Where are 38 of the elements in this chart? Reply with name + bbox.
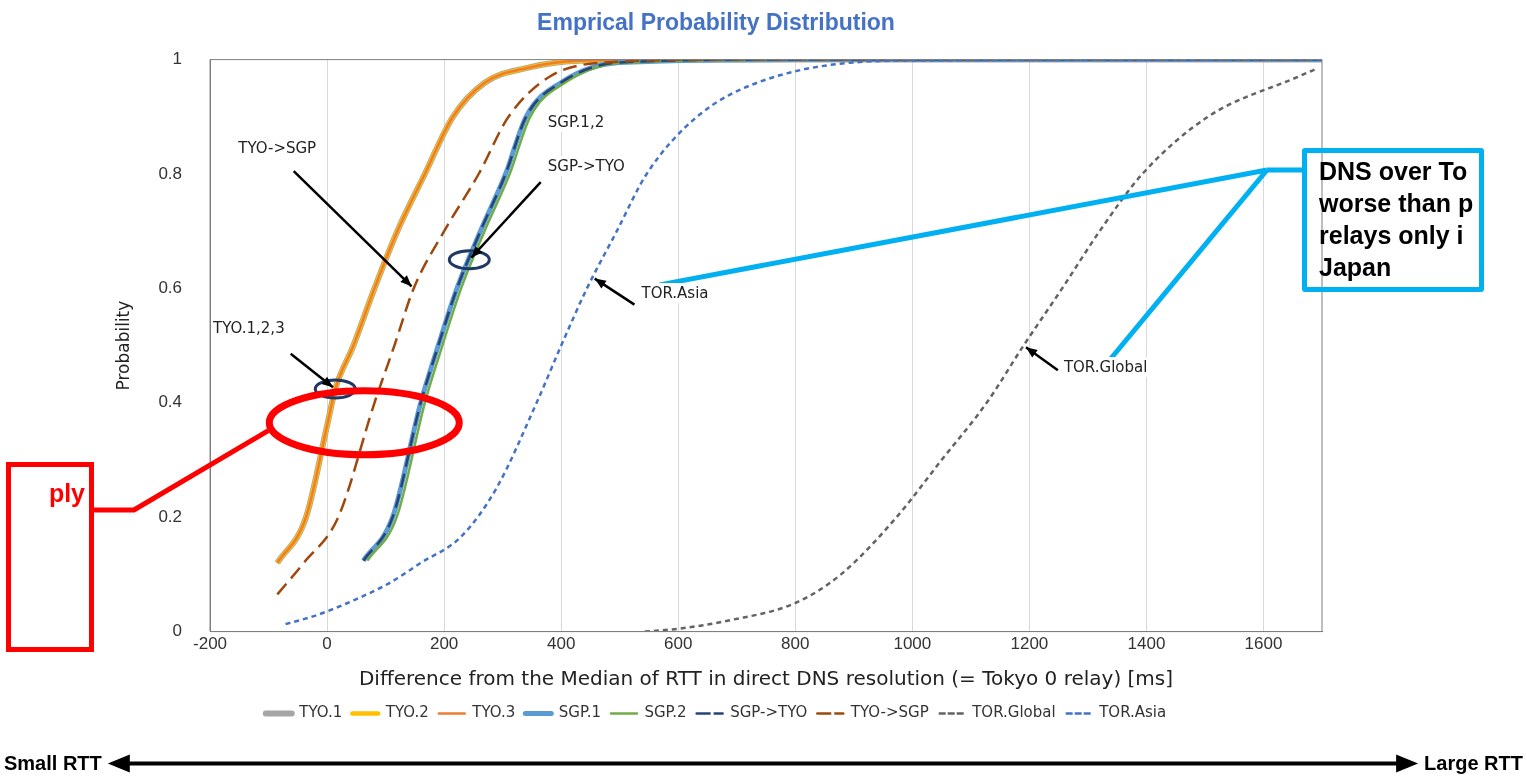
annotation: SGP->TYO — [545, 155, 627, 176]
y-tick-label: 1 — [172, 49, 183, 69]
y-tick-label: 0.6 — [158, 278, 183, 298]
text: Large RTT — [1424, 752, 1523, 775]
x-tick-label: 400 — [546, 634, 576, 654]
y-tick-label: 0.4 — [158, 392, 183, 412]
x-tick-label: 1600 — [1244, 634, 1283, 654]
x-tick-label: 200 — [429, 634, 459, 654]
legend-label: TYO.3 — [471, 703, 516, 722]
x-tick-label: 600 — [664, 634, 693, 654]
legend-label: TYO->SGP — [849, 703, 929, 722]
y-tick-label: 0.2 — [158, 506, 183, 526]
annotation: TYO.1,2,3 — [211, 317, 287, 338]
annotation: TYO->SGP — [236, 138, 319, 159]
annotation: DNS over To worse than p relays only i Japan — [1302, 148, 1485, 292]
x-tick-label: -200 — [193, 634, 228, 654]
legend-label: TOR.Asia — [1098, 703, 1167, 722]
legend-label: TOR.Global — [971, 703, 1056, 722]
y-axis-title: Probability — [112, 300, 133, 391]
legend-label: SGP->TYO — [730, 703, 808, 722]
annotation: TOR.Asia — [639, 282, 711, 303]
annotation: TOR.Global — [1061, 357, 1150, 378]
x-tick-label: 1000 — [893, 634, 932, 654]
y-tick-label: 0.8 — [158, 163, 183, 183]
x-axis-title: Difference from the Median of RTT in direct DNS resolution (= Tokyo 0 relay) [ms] — [358, 666, 1174, 691]
x-tick-label: 1400 — [1127, 634, 1166, 654]
x-tick-label: 800 — [781, 634, 810, 654]
x-tick-label: 0 — [322, 634, 332, 654]
y-tick-label: 0 — [172, 621, 183, 641]
chart-title: Emprical Probability Distribution — [537, 9, 895, 36]
annotation: SGP.1,2 — [545, 112, 607, 133]
legend-label: SGP.2 — [644, 703, 687, 722]
text: ply — [6, 462, 94, 652]
x-tick-label: 1200 — [1010, 634, 1049, 654]
legend-label: TYO.2 — [384, 703, 429, 722]
legend-label: TYO.1 — [298, 703, 343, 722]
legend-label: SGP.1 — [558, 703, 601, 722]
text: Small RTT — [4, 752, 102, 775]
